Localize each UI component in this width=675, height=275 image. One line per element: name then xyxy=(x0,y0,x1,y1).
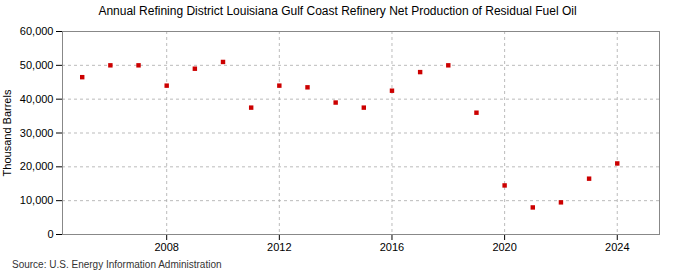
svg-text:20,000: 20,000 xyxy=(20,160,54,172)
svg-text:60,000: 60,000 xyxy=(20,25,54,37)
svg-text:2024: 2024 xyxy=(605,241,629,253)
svg-text:0: 0 xyxy=(47,228,53,240)
html-text:Annual Refining District Louis: Annual Refining District Louisiana Gulf … xyxy=(98,4,577,18)
html-text:Source: U.S. Energy Informatio: Source: U.S. Energy Information Administ… xyxy=(12,259,222,270)
svg-text:Thousand Barrels: Thousand Barrels xyxy=(1,89,13,176)
svg-text:40,000: 40,000 xyxy=(20,93,54,105)
svg-text:2020: 2020 xyxy=(492,241,516,253)
svg-text:30,000: 30,000 xyxy=(20,127,54,139)
svg-text:2016: 2016 xyxy=(380,241,404,253)
svg-text:2012: 2012 xyxy=(267,241,291,253)
svg-text:50,000: 50,000 xyxy=(20,59,54,71)
svg-text:10,000: 10,000 xyxy=(20,194,54,206)
svg-text:2008: 2008 xyxy=(154,241,178,253)
